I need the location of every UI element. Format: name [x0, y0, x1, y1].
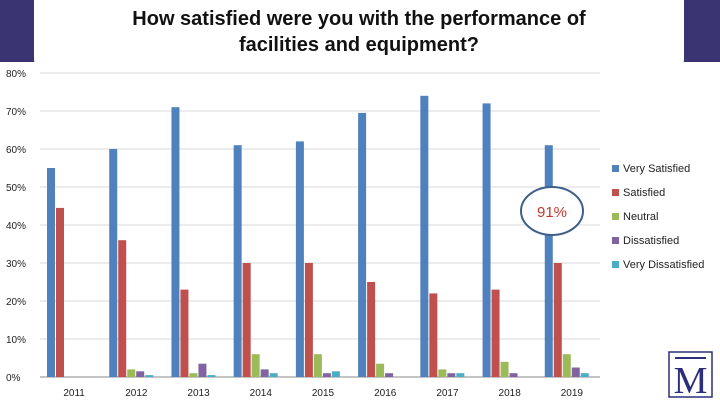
bar-very-dissatisfied: [145, 375, 154, 377]
bar-satisfied: [56, 207, 64, 377]
legend-label: Very Satisfied: [623, 163, 690, 175]
bars: [47, 95, 589, 378]
bar-very-dissatisfied: [207, 375, 216, 377]
bar-neutral: [562, 354, 571, 377]
x-axis-ticks: 2011 2012 2013 2014 2015 2016 2017 2018 2019: [63, 388, 583, 399]
bar-satisfied: [304, 263, 313, 377]
bar-satisfied: [553, 263, 562, 377]
bar-satisfied: [242, 263, 251, 377]
legend-swatch: [612, 189, 619, 196]
bar-very-satisfied: [295, 141, 304, 377]
x-tick-label: 2013: [187, 388, 210, 399]
legend: Very Satisfied Satisfied Neutral Dissatisfi…: [612, 163, 704, 271]
bar-very-satisfied: [47, 168, 55, 377]
title-box: How satisfied were you with the performa…: [34, 0, 684, 64]
bar-satisfied: [429, 293, 438, 377]
legend-label: Neutral: [623, 211, 658, 223]
logo: M: [668, 351, 713, 402]
legend-swatch: [612, 213, 619, 220]
bar-very-dissatisfied: [331, 371, 340, 377]
bar-very-satisfied: [233, 145, 242, 377]
y-tick-label: 30%: [6, 259, 26, 270]
logo-letter: M: [674, 360, 708, 402]
bar-satisfied: [367, 282, 376, 377]
y-tick-label: 20%: [6, 297, 26, 308]
bar-neutral: [313, 354, 322, 377]
legend-swatch: [612, 237, 619, 244]
bar-dissatisfied: [198, 363, 207, 377]
bar-satisfied: [180, 289, 189, 377]
legend-swatch: [612, 165, 619, 172]
bar-very-dissatisfied: [456, 373, 465, 377]
y-tick-label: 60%: [6, 145, 26, 156]
annotation: 91%: [520, 186, 584, 236]
bar-dissatisfied: [385, 373, 394, 377]
legend-swatch: [612, 261, 619, 268]
x-tick-label: 2017: [436, 388, 459, 399]
bar-very-dissatisfied: [580, 373, 589, 377]
bar-neutral: [376, 363, 385, 377]
y-tick-label: 10%: [6, 335, 26, 346]
y-tick-label: 40%: [6, 221, 26, 232]
legend-label: Satisfied: [623, 187, 665, 199]
bar-dissatisfied: [260, 369, 269, 377]
x-tick-label: 2015: [312, 388, 335, 399]
bar-very-satisfied: [109, 149, 118, 377]
bar-dissatisfied: [136, 371, 145, 377]
bar-dissatisfied: [322, 373, 331, 377]
y-tick-label: 50%: [6, 183, 26, 194]
annotation-ellipse: [520, 186, 584, 236]
bar-dissatisfied: [509, 373, 518, 377]
bar-very-satisfied: [358, 112, 367, 378]
bar-neutral: [438, 369, 447, 377]
bar-neutral: [500, 361, 509, 377]
annotation-label: 91%: [537, 204, 567, 221]
x-tick-label: 2011: [63, 388, 85, 399]
bar-dissatisfied: [447, 373, 456, 377]
bar-very-satisfied: [544, 145, 553, 377]
bar-very-satisfied: [420, 95, 429, 378]
logo-box: [668, 351, 713, 398]
chart-title: How satisfied were you with the performa…: [132, 8, 586, 56]
y-tick-label: 0%: [6, 373, 21, 384]
legend-label: Dissatisfied: [623, 235, 679, 247]
x-tick-label: 2018: [499, 388, 522, 399]
bar-neutral: [189, 373, 198, 377]
y-axis-ticks: 0% 10% 20% 30% 40% 50% 60% 70% 80%: [6, 69, 26, 384]
bar-satisfied: [491, 289, 500, 377]
bar-very-dissatisfied: [269, 373, 278, 377]
x-tick-label: 2012: [125, 388, 148, 399]
bar-satisfied: [118, 240, 127, 377]
y-tick-label: 80%: [6, 69, 26, 80]
header: How satisfied were you with the performa…: [0, 0, 720, 64]
y-tick-label: 70%: [6, 107, 26, 118]
x-tick-label: 2014: [250, 388, 273, 399]
legend-label: Very Dissatisfied: [623, 259, 704, 271]
bar-neutral: [251, 354, 260, 377]
bar-very-satisfied: [171, 107, 180, 377]
bar-very-satisfied: [482, 103, 491, 378]
x-tick-label: 2016: [374, 388, 397, 399]
bar-dissatisfied: [571, 367, 580, 377]
x-tick-label: 2019: [561, 388, 584, 399]
bar-neutral: [127, 369, 136, 377]
